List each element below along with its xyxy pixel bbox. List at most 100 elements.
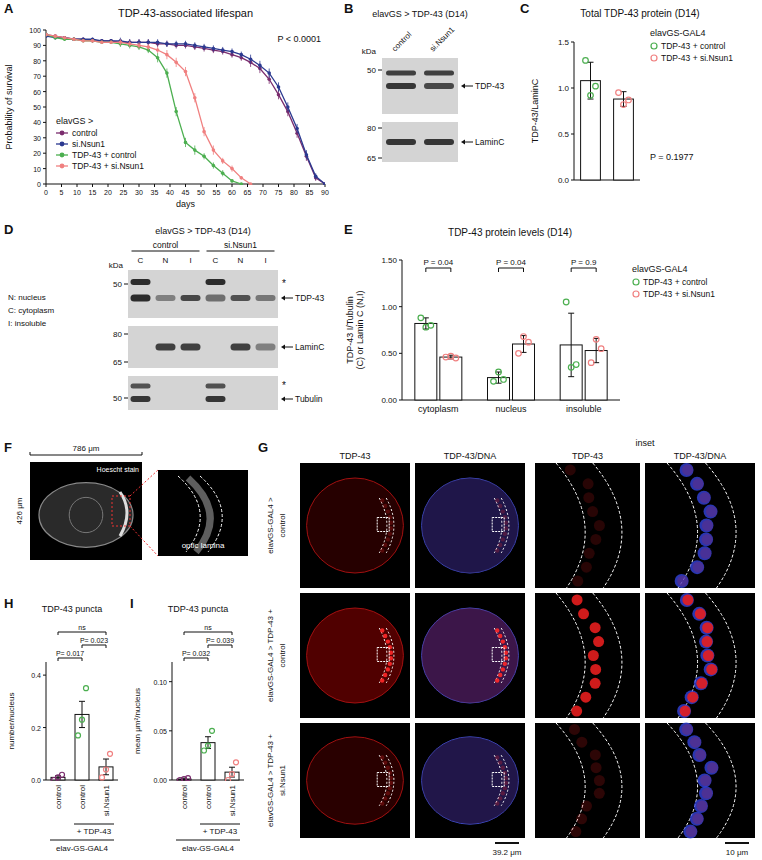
tdp-signal xyxy=(702,534,713,545)
tdp-signal xyxy=(693,478,704,489)
blot-band xyxy=(231,295,251,301)
tdp-signal xyxy=(583,478,594,489)
micrograph xyxy=(645,723,755,838)
tdp-signal xyxy=(695,749,706,760)
survival-point xyxy=(72,37,76,41)
tdp-signal xyxy=(692,813,703,824)
zoom-line xyxy=(130,470,158,496)
tdp-overlay xyxy=(422,737,519,824)
survival-point xyxy=(174,110,178,114)
significance-bracket xyxy=(184,632,232,635)
survival-point xyxy=(305,153,309,157)
marker-label: 50 xyxy=(367,66,376,75)
survival-point xyxy=(46,33,48,37)
band-label: TDP-43 xyxy=(475,81,505,91)
survival-point xyxy=(119,41,123,45)
y-axis-title: mean μm²/nucleus xyxy=(133,688,142,754)
lamina-outline xyxy=(379,628,387,683)
replicate-point xyxy=(616,90,622,96)
x-tick xyxy=(61,184,62,187)
tdp-signal xyxy=(388,645,392,649)
arrow xyxy=(284,399,293,400)
y-tick-label: 1.00 xyxy=(381,303,397,312)
nucleus xyxy=(683,825,697,839)
blot-band xyxy=(131,295,151,302)
panel-letter: C xyxy=(520,1,530,16)
x-axis-title: elav-GS-GAL4 xyxy=(182,844,235,853)
replicate-point xyxy=(593,83,599,89)
replicate-point xyxy=(526,339,532,345)
survival-point xyxy=(91,39,95,43)
scale-bracket xyxy=(30,452,142,455)
x-tick-label: control xyxy=(180,785,189,809)
x-tick-label: 60 xyxy=(228,189,236,196)
unit-label: kDa xyxy=(109,261,124,270)
tdp-signal xyxy=(503,515,507,519)
micrograph xyxy=(415,463,525,588)
tdp-signal xyxy=(380,498,384,502)
y-tick-label: 20 xyxy=(33,150,41,157)
panel-letter: F xyxy=(4,440,12,455)
x-tick-label: 20 xyxy=(104,189,112,196)
legend-marker xyxy=(651,43,657,49)
tdp-signal xyxy=(693,562,704,573)
column-head: TDP-43 xyxy=(339,451,370,461)
tdp-signal xyxy=(687,692,698,703)
nucleus xyxy=(687,735,701,749)
p-value: ns xyxy=(78,624,86,631)
tdp-signal xyxy=(590,749,601,760)
survival-point xyxy=(193,44,197,48)
group-label: control xyxy=(153,240,179,250)
y-tick xyxy=(169,780,172,781)
row-label: elavGS-GAL4 > TDP-43 + xyxy=(266,734,275,827)
y-tick xyxy=(399,353,402,354)
tdp-signal xyxy=(498,504,502,508)
legend-label: si.Nsun1 xyxy=(72,139,105,149)
lane-label: N xyxy=(238,256,244,265)
survival-point xyxy=(230,167,234,171)
y-tick-label: 0.00 xyxy=(153,777,167,784)
survival-point xyxy=(249,182,253,185)
annotation: P = 0.1977 xyxy=(650,152,694,162)
blot-membrane xyxy=(128,270,278,318)
legend-label: control xyxy=(72,128,98,138)
brain-structure xyxy=(69,497,103,532)
plot-area xyxy=(51,686,113,781)
panel-letter: G xyxy=(258,440,268,455)
y-axis-title-line: (C) or Lamin C (N,I) xyxy=(355,290,365,369)
x-axis-title: elav-GS-GAL4 xyxy=(56,844,109,853)
survival-point xyxy=(165,42,169,46)
x-tick-label: 30 xyxy=(135,189,143,196)
replicate-point xyxy=(76,733,81,738)
tdp-signal xyxy=(386,639,390,643)
marker-label: 65 xyxy=(113,358,122,367)
legend-marker xyxy=(633,291,639,297)
nucleus xyxy=(699,635,713,649)
lane-label: I xyxy=(189,256,191,265)
region-label: optic lamina xyxy=(182,541,225,550)
survival-point xyxy=(240,176,244,180)
replicate-point xyxy=(501,377,507,383)
tdp-signal xyxy=(588,650,599,661)
panel-letter: A xyxy=(4,1,14,16)
tdp-signal xyxy=(576,737,587,748)
legend-label: TDP-43 + si.Nsun1 xyxy=(643,289,715,299)
tdp-signal xyxy=(591,762,602,773)
survival-point xyxy=(91,39,95,43)
lamina-outline xyxy=(593,723,622,838)
survival-point xyxy=(63,36,67,40)
survival-point xyxy=(286,105,290,109)
annotation: P < 0.0001 xyxy=(277,34,321,44)
tdp-signal xyxy=(383,543,387,547)
plot-area xyxy=(581,58,634,180)
column-head: TDP-43/DNA xyxy=(444,451,497,461)
survival-point xyxy=(193,148,197,152)
blot-band xyxy=(156,295,176,301)
tdp-signal xyxy=(498,543,502,547)
legend-marker xyxy=(60,131,65,136)
survival-point xyxy=(184,42,188,46)
tdp-signal xyxy=(696,801,707,812)
tdp-signal xyxy=(380,678,384,682)
arrow xyxy=(464,142,473,143)
marker-tick xyxy=(378,158,382,159)
